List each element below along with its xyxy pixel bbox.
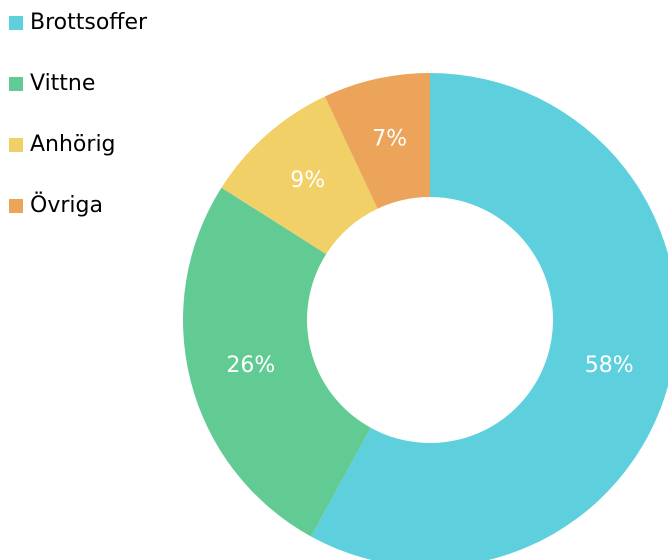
- donut-slice: [311, 73, 668, 560]
- legend-swatch: [9, 16, 23, 30]
- legend-swatch: [9, 77, 23, 91]
- data-label: 9%: [290, 168, 325, 193]
- legend-label: Vittne: [30, 71, 95, 96]
- donut-slice: [221, 96, 378, 255]
- legend-swatch: [9, 138, 23, 152]
- data-label: 26%: [226, 353, 275, 378]
- donut-slice: [183, 187, 371, 537]
- legend-label: Övriga: [30, 192, 103, 218]
- legend-label: Anhörig: [30, 132, 116, 157]
- data-label: 58%: [585, 353, 634, 378]
- legend-swatch: [9, 199, 23, 213]
- legend-label: Brottsoffer: [30, 10, 148, 35]
- donut-slice: [324, 73, 430, 209]
- data-label: 7%: [372, 126, 407, 151]
